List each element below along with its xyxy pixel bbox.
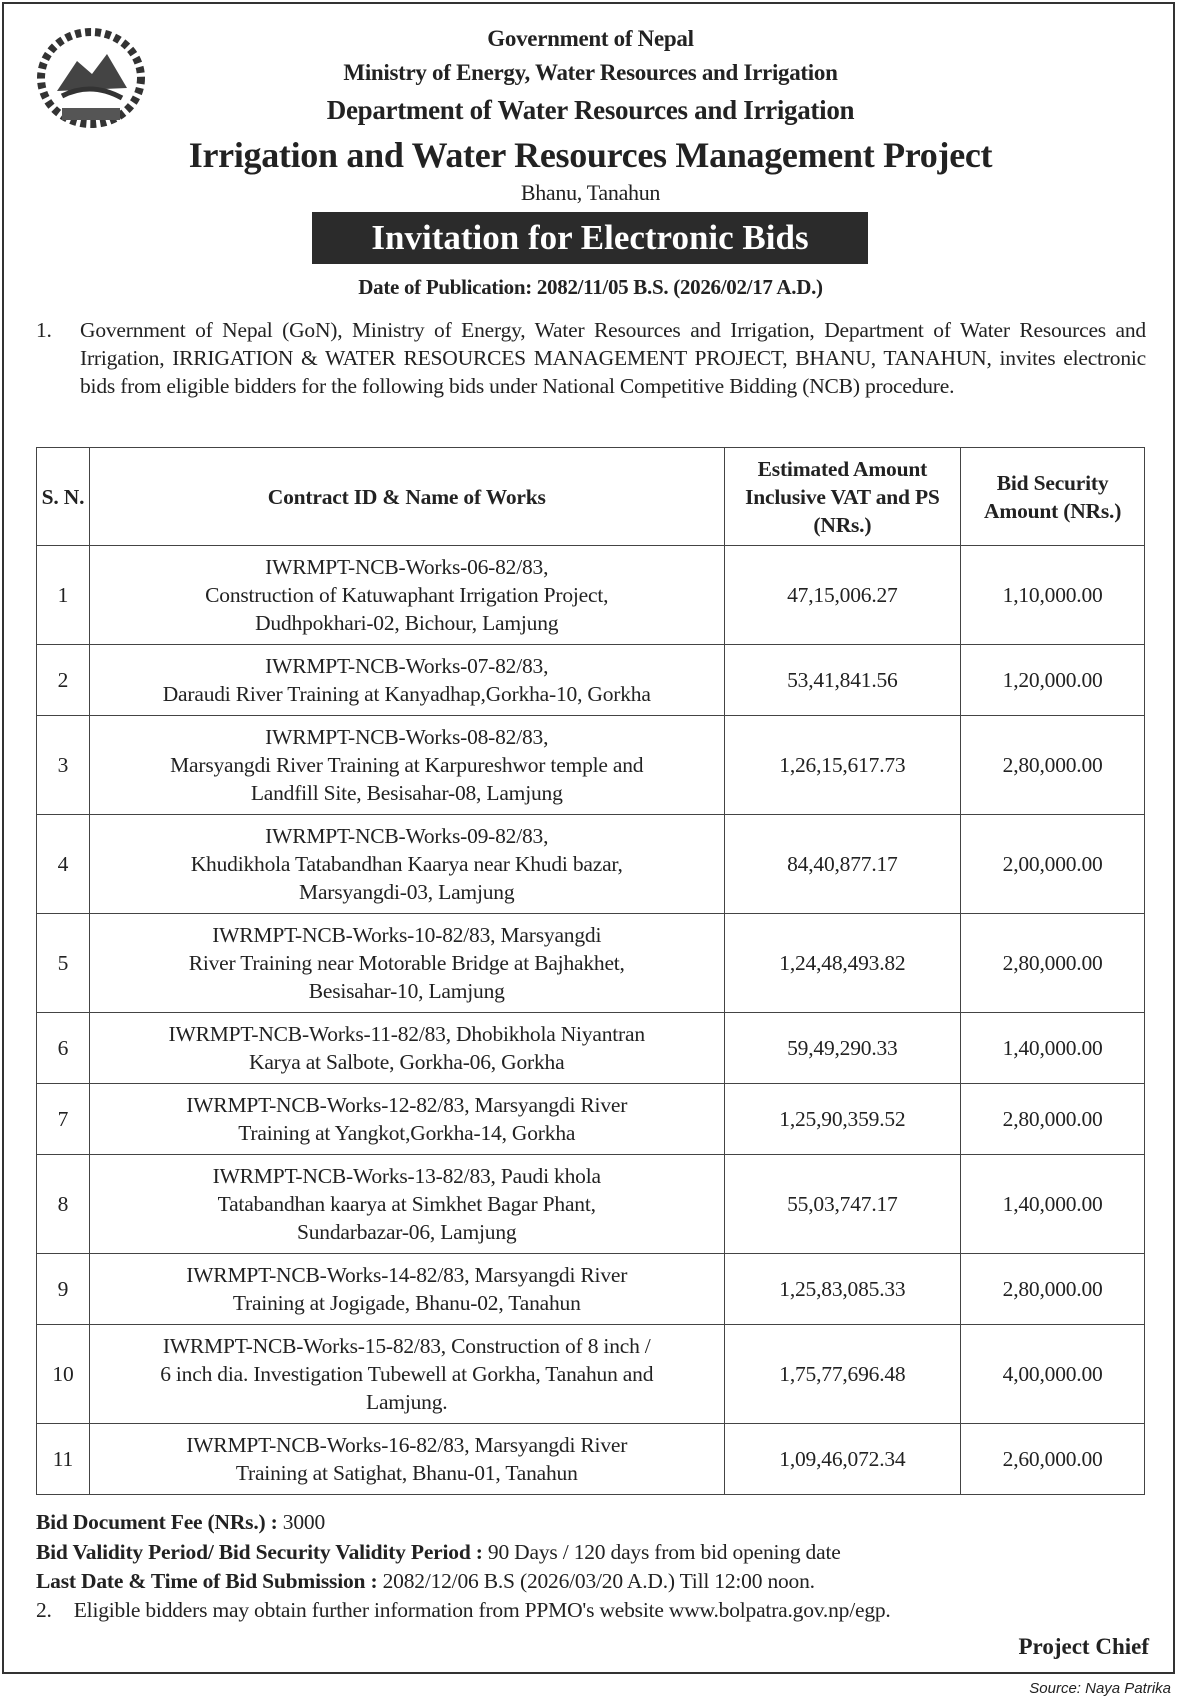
intro-number: 1. xyxy=(36,318,52,342)
deadline-value: 2082/12/06 B.S (2026/03/20 A.D.) Till 12… xyxy=(377,1569,815,1593)
row-sn: 8 xyxy=(36,1154,90,1254)
table-row: 11 IWRMPT-NCB-Works-16-82/83, Marsyangdi … xyxy=(36,1423,1145,1495)
row-work: IWRMPT-NCB-Works-14-82/83, Marsyangdi Ri… xyxy=(88,1253,725,1325)
row-security: 1,40,000.00 xyxy=(960,1154,1145,1254)
row-security: 4,00,000.00 xyxy=(960,1324,1145,1424)
table-row: 7 IWRMPT-NCB-Works-12-82/83, Marsyangdi R… xyxy=(36,1083,1145,1155)
row-sn: 7 xyxy=(36,1083,90,1155)
row-work: IWRMPT-NCB-Works-10-82/83, Marsyangdi Riv… xyxy=(88,913,725,1013)
row-estimate: 84,40,877.17 xyxy=(723,814,962,914)
row-estimate: 53,41,841.56 xyxy=(723,644,962,716)
bid-fee-value: 3000 xyxy=(277,1510,326,1534)
row-work: IWRMPT-NCB-Works-06-82/83, Construction o… xyxy=(88,545,725,645)
row-work: IWRMPT-NCB-Works-15-82/83, Construction … xyxy=(88,1324,725,1424)
nepal-emblem-logo xyxy=(37,28,145,128)
row-security: 2,80,000.00 xyxy=(960,715,1145,815)
row-estimate: 1,75,77,696.48 xyxy=(723,1324,962,1424)
row-security: 2,80,000.00 xyxy=(960,913,1145,1013)
deadline-label: Last Date & Time of Bid Submission : xyxy=(36,1569,378,1593)
ministry-name: Ministry of Energy, Water Resources and … xyxy=(343,60,838,85)
row-sn: 3 xyxy=(36,715,90,815)
row-sn: 5 xyxy=(36,913,90,1013)
row-work: IWRMPT-NCB-Works-13-82/83, Paudi khola Ta… xyxy=(88,1154,725,1254)
row-sn: 2 xyxy=(36,644,90,716)
row-estimate: 1,25,90,359.52 xyxy=(723,1083,962,1155)
row-security: 1,10,000.00 xyxy=(960,545,1145,645)
row-security: 2,60,000.00 xyxy=(960,1423,1145,1495)
table-row: 3 IWRMPT-NCB-Works-08-82/83, Marsyangdi Ri… xyxy=(36,715,1145,815)
table-row: 1 IWRMPT-NCB-Works-06-82/83, Construction … xyxy=(36,545,1145,645)
project-name: Irrigation and Water Resources Managemen… xyxy=(188,135,993,175)
notice-frame xyxy=(2,2,1175,1674)
row-work: IWRMPT-NCB-Works-07-82/83, Daraudi River … xyxy=(88,644,725,716)
intro-text: Government of Nepal (GoN), Ministry of E… xyxy=(80,318,1146,398)
signatory: Project Chief xyxy=(1018,1634,1150,1659)
deadline-line: Last Date & Time of Bid Submission : 208… xyxy=(36,1569,1146,1594)
publication-date: Date of Publication: 2082/11/05 B.S. (20… xyxy=(358,275,823,299)
header-sn: S. N. xyxy=(36,447,90,546)
row-work: IWRMPT-NCB-Works-08-82/83, Marsyangdi Riv… xyxy=(88,715,725,815)
row-estimate: 1,24,48,493.82 xyxy=(723,913,962,1013)
row-estimate: 47,15,006.27 xyxy=(723,545,962,645)
row-work: IWRMPT-NCB-Works-11-82/83, Dhobikhola Ni… xyxy=(88,1012,725,1084)
header-work: Contract ID & Name of Works xyxy=(88,447,725,546)
notice-title: Invitation for Electronic Bids xyxy=(312,212,868,264)
table-row: 5 IWRMPT-NCB-Works-10-82/83, Marsyangdi Ri… xyxy=(36,913,1145,1013)
validity-value: 90 Days / 120 days from bid opening date xyxy=(482,1540,841,1564)
bids-table: S. N. Contract ID & Name of Works Estima… xyxy=(36,447,1145,1495)
row-security: 1,40,000.00 xyxy=(960,1012,1145,1084)
row-sn: 10 xyxy=(36,1324,90,1424)
header-security: Bid Security Amount (NRs.) xyxy=(960,447,1145,546)
row-security: 2,80,000.00 xyxy=(960,1253,1145,1325)
validity-line: Bid Validity Period/ Bid Security Validi… xyxy=(36,1540,1146,1565)
source-credit: Source: Naya Patrika xyxy=(1029,1680,1171,1697)
header-estimate: Estimated Amount Inclusive VAT and PS (N… xyxy=(723,447,962,546)
row-sn: 4 xyxy=(36,814,90,914)
row-work: IWRMPT-NCB-Works-09-82/83, Khudikhola Tat… xyxy=(88,814,725,914)
bid-fee-line: Bid Document Fee (NRs.) : 3000 xyxy=(36,1510,1146,1535)
row-sn: 1 xyxy=(36,545,90,645)
row-estimate: 55,03,747.17 xyxy=(723,1154,962,1254)
row-work: IWRMPT-NCB-Works-12-82/83, Marsyangdi Ri… xyxy=(88,1083,725,1155)
department-name: Department of Water Resources and Irriga… xyxy=(326,95,855,125)
row-security: 1,20,000.00 xyxy=(960,644,1145,716)
table-row: 4 IWRMPT-NCB-Works-09-82/83, Khudikhola Ta… xyxy=(36,814,1145,914)
row-sn: 9 xyxy=(36,1253,90,1325)
table-row: 6 IWRMPT-NCB-Works-11-82/83, Dhobikhola N… xyxy=(36,1012,1145,1084)
row-sn: 6 xyxy=(36,1012,90,1084)
row-sn: 11 xyxy=(36,1423,90,1495)
government-name: Government of Nepal xyxy=(487,26,694,51)
table-header-row: S. N. Contract ID & Name of Works Estima… xyxy=(36,447,1145,546)
row-estimate: 1,09,46,072.34 xyxy=(723,1423,962,1495)
validity-label: Bid Validity Period/ Bid Security Validi… xyxy=(36,1540,483,1564)
row-estimate: 1,25,83,085.33 xyxy=(723,1253,962,1325)
row-security: 2,00,000.00 xyxy=(960,814,1145,914)
table-row: 10 IWRMPT-NCB-Works-15-82/83, Constructio… xyxy=(36,1324,1145,1424)
row-estimate: 1,26,15,617.73 xyxy=(723,715,962,815)
note-line: 2. Eligible bidders may obtain further in… xyxy=(36,1598,1146,1623)
table-row: 9 IWRMPT-NCB-Works-14-82/83, Marsyangdi R… xyxy=(36,1253,1145,1325)
note-text: Eligible bidders may obtain further info… xyxy=(73,1598,891,1622)
row-security: 2,80,000.00 xyxy=(960,1083,1145,1155)
row-work: IWRMPT-NCB-Works-16-82/83, Marsyangdi Ri… xyxy=(88,1423,725,1495)
table-row: 2 IWRMPT-NCB-Works-07-82/83, Daraudi River… xyxy=(36,644,1145,716)
bid-fee-label: Bid Document Fee (NRs.) : xyxy=(36,1510,278,1534)
note-number: 2. xyxy=(36,1598,52,1622)
row-estimate: 59,49,290.33 xyxy=(723,1012,962,1084)
intro-paragraph: 1. Government of Nepal (GoN), Ministry o… xyxy=(36,316,1146,400)
project-location: Bhanu, Tanahun xyxy=(520,180,661,205)
table-row: 8 IWRMPT-NCB-Works-13-82/83, Paudi khola T… xyxy=(36,1154,1145,1254)
